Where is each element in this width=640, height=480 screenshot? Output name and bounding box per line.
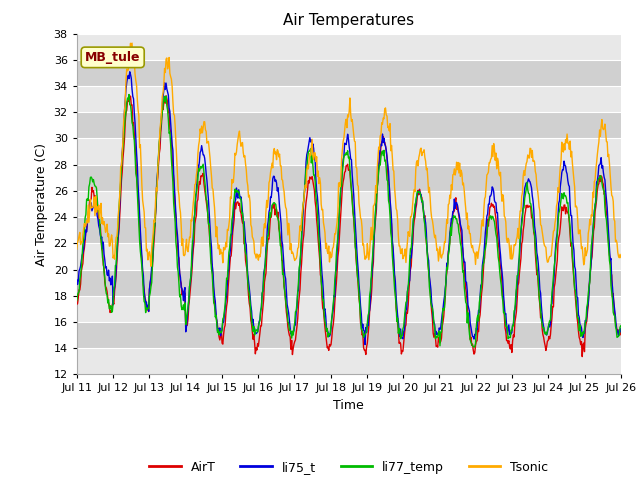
Bar <box>77 217 621 243</box>
Tsonic <box>140 204 147 209</box>
Bar <box>77 165 621 191</box>
Bar <box>77 191 621 217</box>
li77_temp <box>83 196 90 202</box>
Line: AirT: AirT <box>77 96 621 357</box>
AirT <box>416 186 424 192</box>
Bar <box>77 60 621 86</box>
Bar <box>77 322 621 348</box>
Tsonic <box>433 240 440 245</box>
li75_t <box>617 325 625 331</box>
Bar <box>77 348 621 374</box>
li75_t <box>73 277 81 283</box>
Bar <box>77 138 621 165</box>
li75_t <box>140 273 147 278</box>
li77_temp <box>125 92 133 97</box>
li75_t <box>223 281 231 287</box>
Tsonic <box>128 40 136 46</box>
AirT <box>223 299 231 304</box>
li75_t <box>433 328 440 334</box>
AirT <box>73 301 81 307</box>
li77_temp <box>470 344 478 350</box>
Legend: AirT, li75_t, li77_temp, Tsonic: AirT, li75_t, li77_temp, Tsonic <box>144 456 554 479</box>
Bar <box>77 34 621 60</box>
li75_t <box>126 69 134 75</box>
li77_temp <box>416 189 424 195</box>
li77_temp <box>431 336 439 341</box>
li77_temp <box>195 166 202 171</box>
Bar <box>77 112 621 138</box>
Tsonic <box>147 264 155 269</box>
AirT <box>617 328 625 334</box>
Tsonic <box>73 246 81 252</box>
li75_t <box>195 165 202 171</box>
Bar <box>77 296 621 322</box>
AirT <box>579 354 586 360</box>
AirT <box>83 228 90 233</box>
AirT <box>195 185 202 191</box>
Line: li77_temp: li77_temp <box>77 95 621 347</box>
Bar <box>77 86 621 112</box>
li75_t <box>417 191 424 197</box>
AirT <box>139 269 147 275</box>
Bar <box>77 270 621 296</box>
Text: MB_tule: MB_tule <box>85 51 140 64</box>
li77_temp <box>617 323 625 329</box>
Tsonic <box>83 217 90 223</box>
li75_t <box>83 229 90 235</box>
Tsonic <box>617 254 625 260</box>
li77_temp <box>223 276 231 282</box>
Tsonic <box>417 146 424 152</box>
li77_temp <box>140 290 147 296</box>
AirT <box>162 93 170 98</box>
Line: li75_t: li75_t <box>77 72 621 345</box>
Bar <box>77 243 621 270</box>
Line: Tsonic: Tsonic <box>77 43 621 266</box>
Tsonic <box>196 138 204 144</box>
li77_temp <box>73 298 81 303</box>
Y-axis label: Air Temperature (C): Air Temperature (C) <box>35 143 48 265</box>
AirT <box>431 334 439 340</box>
li75_t <box>361 342 369 348</box>
Tsonic <box>224 228 232 233</box>
Title: Air Temperatures: Air Temperatures <box>284 13 414 28</box>
X-axis label: Time: Time <box>333 399 364 412</box>
